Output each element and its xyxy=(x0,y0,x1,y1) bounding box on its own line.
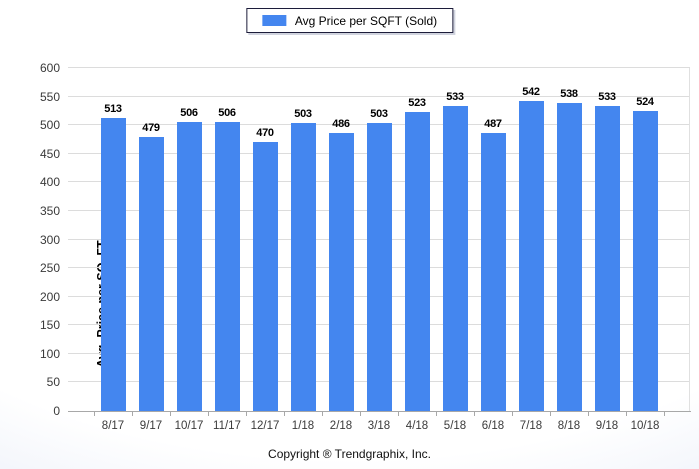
bar xyxy=(214,121,240,411)
gridline xyxy=(68,95,690,97)
x-tick-label: 10/18 xyxy=(630,420,660,432)
x-tick-label: 6/18 xyxy=(481,420,505,432)
bar-value-label: 503 xyxy=(294,108,312,121)
y-tick-label: 0 xyxy=(53,404,60,418)
x-tick-label: 5/18 xyxy=(443,420,467,432)
x-axis-tick xyxy=(170,412,171,416)
bar xyxy=(252,142,278,411)
x-axis-tick xyxy=(512,412,513,416)
legend: Avg Price per SQFT (Sold) xyxy=(245,8,454,33)
bar xyxy=(632,111,658,411)
bar xyxy=(290,123,316,411)
x-tick-label: 9/18 xyxy=(595,420,619,432)
y-tick-label: 250 xyxy=(39,261,60,276)
bar-value-label: 542 xyxy=(522,86,540,99)
y-tick-label: 200 xyxy=(39,289,60,304)
y-tick-label: 450 xyxy=(39,146,60,161)
y-tick-label: 100 xyxy=(39,346,60,361)
legend-swatch xyxy=(261,15,286,26)
y-tick-label: 50 xyxy=(46,375,60,390)
bar-value-label: 533 xyxy=(598,91,616,104)
bar xyxy=(328,133,354,411)
bar-value-label: 538 xyxy=(560,88,578,101)
bar xyxy=(138,137,164,411)
bar xyxy=(518,101,544,411)
x-tick-label: 9/17 xyxy=(139,420,163,432)
gridline xyxy=(68,67,690,68)
bar-value-label: 523 xyxy=(408,97,426,110)
bar xyxy=(176,121,202,411)
bar-value-label: 486 xyxy=(332,118,350,131)
x-tick-label: 10/17 xyxy=(174,420,204,432)
x-axis-tick xyxy=(588,412,589,416)
bar xyxy=(404,112,430,411)
x-tick-label: 7/18 xyxy=(519,420,543,432)
y-tick-label: 300 xyxy=(39,232,60,247)
y-tick-label: 350 xyxy=(39,203,60,218)
bar xyxy=(442,106,468,411)
bar xyxy=(556,103,582,411)
bar-value-label: 503 xyxy=(370,108,388,121)
x-axis-tick xyxy=(474,412,475,416)
bar-value-label: 513 xyxy=(104,102,122,115)
y-tick-label: 550 xyxy=(39,89,60,104)
bar-value-label: 506 xyxy=(180,106,198,119)
x-axis-line xyxy=(68,411,691,412)
x-tick-label: 11/17 xyxy=(213,420,241,432)
x-axis-tick xyxy=(626,412,627,416)
plot-right-border xyxy=(689,68,690,411)
bar-value-label: 470 xyxy=(256,127,274,140)
bar xyxy=(100,117,126,411)
x-tick-label: 8/17 xyxy=(101,420,125,432)
y-tick-label: 400 xyxy=(39,175,60,190)
x-axis-tick xyxy=(132,412,133,416)
x-axis-tick xyxy=(398,412,399,416)
y-tick-label: 500 xyxy=(39,118,60,133)
x-tick-label: 4/18 xyxy=(405,420,429,432)
legend-label: Avg Price per SQFT (Sold) xyxy=(294,13,438,28)
plot-area: Avg. Price per SQ. FT. 51347950650647050… xyxy=(68,67,690,411)
x-axis-tick xyxy=(284,412,285,416)
x-tick-label: 3/18 xyxy=(367,420,391,432)
x-axis-tick xyxy=(436,412,437,416)
x-axis-tick xyxy=(94,412,95,416)
bar-value-label: 487 xyxy=(484,117,502,130)
x-axis-tick xyxy=(550,412,551,416)
x-axis-tick xyxy=(664,412,665,416)
y-tick-label: 150 xyxy=(39,318,60,333)
bar-value-label: 479 xyxy=(142,122,160,135)
x-axis-tick xyxy=(246,412,247,416)
x-tick-label: 8/18 xyxy=(557,420,581,432)
x-axis-tick xyxy=(360,412,361,416)
x-tick-label: 2/18 xyxy=(329,420,353,432)
bar-value-label: 506 xyxy=(218,106,236,119)
bar xyxy=(366,123,392,411)
bar-value-label: 533 xyxy=(446,91,464,104)
x-tick-label: 12/17 xyxy=(250,420,280,432)
x-axis-tick xyxy=(208,412,209,416)
x-axis-tick xyxy=(322,412,323,416)
bar xyxy=(480,132,506,411)
x-tick-label: 1/18 xyxy=(291,420,315,432)
copyright-text: Copyright ® Trendgraphix, Inc. xyxy=(268,447,431,461)
bar-value-label: 524 xyxy=(636,96,654,109)
bar xyxy=(594,106,620,411)
y-tick-label: 600 xyxy=(39,61,60,75)
